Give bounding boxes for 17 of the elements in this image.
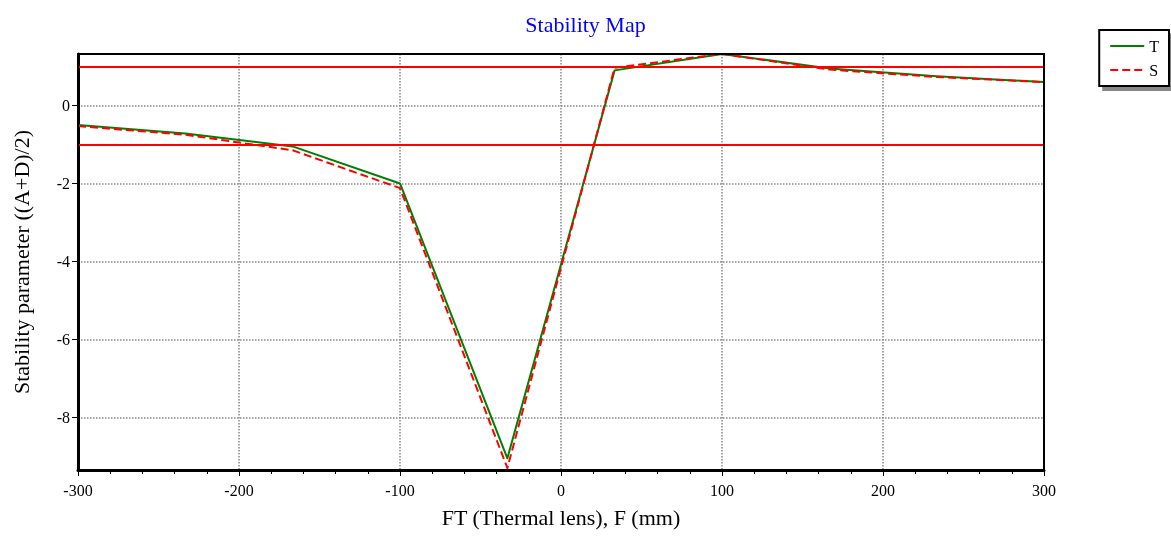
legend-label: S bbox=[1149, 61, 1159, 79]
y-axis-title: Stability parameter ((A+D)/2) bbox=[8, 129, 34, 395]
y-tick-label: -8 bbox=[56, 408, 70, 426]
legend-label: T bbox=[1149, 37, 1160, 55]
x-tick-label: 300 bbox=[1032, 481, 1056, 499]
y-tick-label: 0 bbox=[62, 96, 70, 114]
y-tick-label: -6 bbox=[56, 330, 70, 348]
y-tick-label: -4 bbox=[56, 252, 70, 270]
x-axis-title: FT (Thermal lens), F (mm) bbox=[441, 504, 681, 530]
y-tick-label: -2 bbox=[56, 174, 70, 192]
x-tick-label: -300 bbox=[63, 481, 93, 499]
x-tick-label: -100 bbox=[385, 481, 415, 499]
x-tick-label: 0 bbox=[557, 481, 565, 499]
chart-title: Stability Map bbox=[525, 11, 646, 37]
x-tick-label: 100 bbox=[710, 481, 734, 499]
x-tick-label: 200 bbox=[871, 481, 895, 499]
x-tick-label: -200 bbox=[224, 481, 254, 499]
